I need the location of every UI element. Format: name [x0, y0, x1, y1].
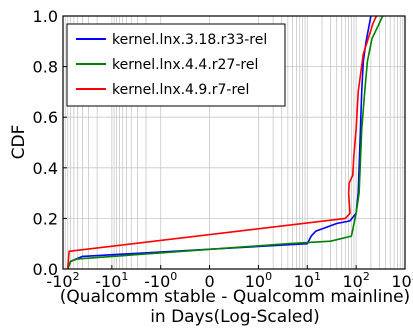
y-axis-label: CDF — [9, 125, 29, 160]
y-tick-label: 0.4 — [33, 159, 58, 178]
x-tick-label: -101 — [95, 270, 128, 291]
legend-label-series-2: kernel.lnx.4.4.r27-rel — [112, 57, 258, 73]
series-line-2 — [66, 15, 384, 270]
axis-ticks: 0.0 0.2 0.4 0.6 0.8 1.0 -102 -101 -100 0 100 101 102… — [33, 7, 413, 291]
x-axis-label-line-1: (Qualcomm stable - Qualcomm mainline) — [60, 287, 410, 307]
x-tick-label: 100 — [245, 270, 272, 291]
series-line-1 — [66, 15, 372, 270]
legend-label-series-3: kernel.lnx.4.9.r7-rel — [112, 82, 249, 98]
series-lines — [66, 15, 384, 270]
x-tick-label: 101 — [294, 270, 321, 291]
y-tick-label: 0.0 — [33, 260, 58, 279]
series-line-3 — [66, 15, 378, 270]
legend: kernel.lnx.3.18.r33-rel kernel.lnx.4.4.r… — [66, 23, 286, 107]
x-axis-label-line-2: in Days(Log-Scaled) — [150, 307, 320, 327]
x-tick-label: 102 — [342, 270, 369, 291]
x-tick-label: -102 — [46, 270, 79, 291]
y-tick-label: 1.0 — [33, 7, 58, 26]
y-tick-label: 0.2 — [33, 209, 58, 228]
x-tick-label: 103 — [391, 270, 413, 291]
x-tick-label: -100 — [144, 270, 177, 291]
legend-label-series-1: kernel.lnx.3.18.r33-rel — [112, 32, 267, 48]
plot-frame — [62, 15, 406, 270]
y-tick-label: 0.6 — [33, 108, 58, 127]
y-tick-label: 0.8 — [33, 58, 58, 77]
x-tick-label: 0 — [204, 272, 214, 291]
